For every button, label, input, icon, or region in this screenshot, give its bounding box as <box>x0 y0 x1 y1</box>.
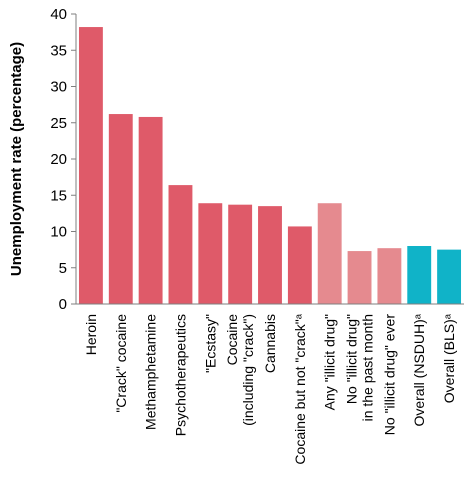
x-tick-label-line: Heroin <box>83 314 99 355</box>
x-tick-label-line: Cocaine <box>224 314 240 366</box>
y-tick-label: 40 <box>50 6 67 23</box>
bar <box>317 203 342 304</box>
x-axis-category-labels: Heroin "Crack" cocaine Methamphetamine Psyc… <box>83 313 457 464</box>
x-tick-label: Methamphetamine <box>143 314 159 430</box>
bar <box>377 248 402 304</box>
x-tick-label: "Ecstasy" <box>202 314 218 373</box>
x-tick-label-line: in the past month <box>360 314 376 421</box>
x-tick-label: Cocaine but not "crack"ᵃ <box>292 313 308 464</box>
bar <box>228 204 253 304</box>
x-tick-label: "Crack" cocaine <box>113 314 129 413</box>
x-tick-label-line: Cocaine but not "crack"ᵃ <box>292 313 308 464</box>
x-tick-label-line: "Crack" cocaine <box>113 314 129 413</box>
x-tick-label-line: Psychotherapeutics <box>172 314 188 436</box>
bar <box>258 206 282 305</box>
y-tick-label: 15 <box>50 187 67 204</box>
bar <box>168 185 193 304</box>
y-tick-label: 35 <box>50 42 67 59</box>
x-tick-label: Cannabis <box>262 314 278 373</box>
y-tick-label: 30 <box>50 79 67 96</box>
x-tick-label-line: No "illicit drug" <box>344 314 360 404</box>
y-tick-label: 10 <box>50 224 67 241</box>
x-tick-label-line: Methamphetamine <box>143 314 159 430</box>
bar <box>287 226 312 304</box>
bar <box>138 116 163 304</box>
x-tick-label: Cocaine (including "crack") <box>224 314 256 426</box>
bars <box>78 27 462 305</box>
x-tick-label-line: Any "illicit drug" <box>322 314 338 410</box>
bar <box>108 114 133 304</box>
y-tick-label: 25 <box>50 115 67 132</box>
x-tick-label: No "illicit drug" in the past month <box>344 314 376 421</box>
x-tick-label-line: "Ecstasy" <box>202 314 218 373</box>
y-axis-ticks: 0 5 10 15 20 25 30 35 40 <box>50 6 76 313</box>
x-tick-label-line: (including "crack") <box>240 314 256 426</box>
bar <box>78 27 103 305</box>
x-tick-label: Any "illicit drug" <box>322 314 338 410</box>
x-tick-label-line: No "illicit drug" ever <box>381 314 397 436</box>
y-tick-label: 20 <box>50 151 67 168</box>
bar <box>407 246 432 304</box>
x-tick-label: Overall (NSDUH)ᵃ <box>411 313 427 426</box>
bar <box>198 203 223 304</box>
bar <box>347 251 372 304</box>
y-tick-label: 5 <box>59 260 67 277</box>
x-tick-label-line: Cannabis <box>262 314 278 373</box>
y-axis-title: Unemployment rate (percentage) <box>8 42 25 276</box>
x-tick-label: Heroin <box>83 314 99 355</box>
x-tick-label: Overall (BLS)ᵃ <box>441 313 457 403</box>
y-tick-label: 0 <box>59 296 67 313</box>
x-tick-label: No "illicit drug" ever <box>381 314 397 436</box>
x-tick-label: Psychotherapeutics <box>172 314 188 436</box>
bar <box>437 249 462 305</box>
x-tick-label-line: Overall (NSDUH)ᵃ <box>411 313 427 426</box>
x-tick-label-line: Overall (BLS)ᵃ <box>441 313 457 403</box>
